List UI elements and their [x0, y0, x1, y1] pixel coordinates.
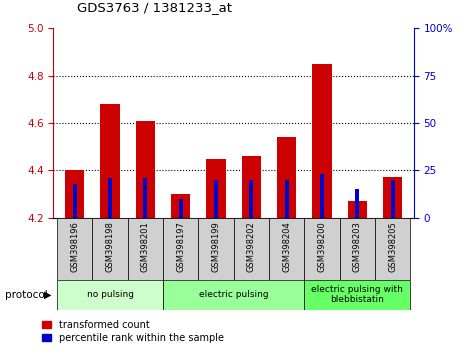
Bar	[57, 280, 163, 310]
Bar	[128, 218, 163, 280]
Bar	[277, 137, 296, 218]
Text: GSM398200: GSM398200	[318, 221, 326, 272]
Text: ▶: ▶	[44, 290, 52, 300]
Bar	[57, 218, 93, 280]
Bar	[285, 180, 289, 218]
Text: GDS3763 / 1381233_at: GDS3763 / 1381233_at	[77, 1, 232, 14]
Text: GSM398198: GSM398198	[106, 221, 114, 272]
Bar	[93, 218, 128, 280]
Bar	[136, 121, 155, 218]
Bar	[312, 64, 332, 218]
Text: GSM398203: GSM398203	[353, 221, 362, 272]
Bar	[199, 218, 234, 280]
Text: GSM398202: GSM398202	[247, 221, 256, 272]
Bar	[375, 218, 410, 280]
Bar	[214, 180, 218, 218]
Bar	[339, 218, 375, 280]
Text: GSM398197: GSM398197	[176, 221, 185, 272]
Bar	[348, 201, 367, 218]
Bar	[143, 178, 147, 218]
Bar	[391, 180, 395, 218]
Bar	[100, 104, 120, 218]
Bar	[242, 156, 261, 218]
Text: GSM398204: GSM398204	[282, 221, 291, 272]
Bar	[163, 218, 199, 280]
Bar	[304, 280, 410, 310]
Text: GSM398205: GSM398205	[388, 221, 397, 272]
Text: protocol: protocol	[5, 290, 47, 300]
Bar	[179, 199, 183, 218]
Text: electric pulsing: electric pulsing	[199, 290, 268, 299]
Text: GSM398201: GSM398201	[141, 221, 150, 272]
Bar	[206, 159, 226, 218]
Bar	[108, 178, 112, 218]
Text: GSM398199: GSM398199	[212, 221, 220, 272]
Bar	[269, 218, 304, 280]
Bar	[73, 184, 77, 218]
Bar	[355, 189, 359, 218]
Bar	[304, 218, 339, 280]
Bar	[383, 177, 402, 218]
Bar	[171, 194, 190, 218]
Bar	[249, 180, 253, 218]
Bar	[320, 174, 324, 218]
Bar	[234, 218, 269, 280]
Text: electric pulsing with
blebbistatin: electric pulsing with blebbistatin	[312, 285, 403, 304]
Text: no pulsing: no pulsing	[86, 290, 133, 299]
Bar	[65, 170, 84, 218]
Text: GSM398196: GSM398196	[70, 221, 79, 272]
Bar	[163, 280, 304, 310]
Legend: transformed count, percentile rank within the sample: transformed count, percentile rank withi…	[42, 320, 224, 343]
